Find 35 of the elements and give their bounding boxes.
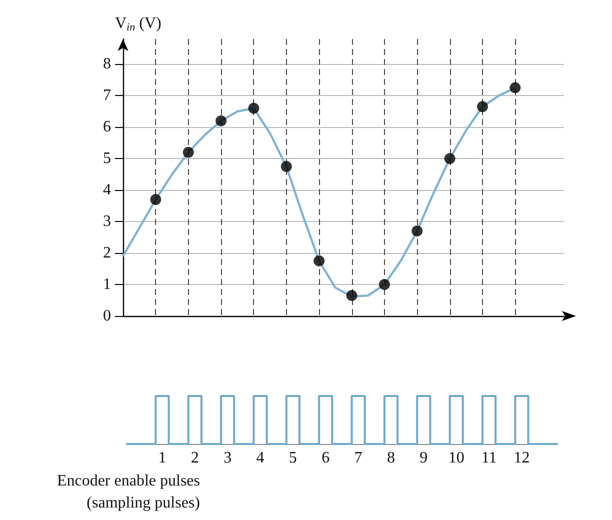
text: (sampling pulses) [86,494,200,512]
point [444,153,456,164]
point [378,279,390,290]
y-tick-label: 5 [103,150,111,168]
point [280,160,292,172]
x-tick-label: 5 [288,450,297,466]
y-tick-label: 7 [103,87,111,104]
y-tick-label: 3 [103,213,111,230]
point [510,82,521,94]
y-tick-label: 8 [103,56,111,73]
point [476,101,488,112]
point [248,102,260,114]
x-tick-label: 2 [190,450,199,466]
x-tick-label: 7 [354,450,362,466]
y-tick-label: 2 [103,244,111,262]
point [216,115,227,126]
point [150,194,162,206]
x-tick-label: 4 [256,450,264,466]
y-tick-label: 0 [103,308,111,324]
point [412,226,423,237]
x-tick-label: 1 [158,450,166,466]
y-tick-label: 6 [103,118,111,136]
x-tick-label: 9 [420,450,428,466]
x-tick-label: 11 [481,450,497,466]
point [314,255,325,266]
x-tick-label: 8 [386,450,395,466]
point [182,146,194,158]
x-tick-label: 12 [514,450,530,466]
text: Encoder enable pulses [56,472,200,490]
y-tick-label: 4 [103,182,111,199]
x-tick-label: 10 [448,450,464,466]
x-tick-label: 3 [224,450,232,466]
point [346,290,358,302]
x-tick-label: 6 [322,450,330,466]
y-tick-label: 1 [103,276,111,294]
